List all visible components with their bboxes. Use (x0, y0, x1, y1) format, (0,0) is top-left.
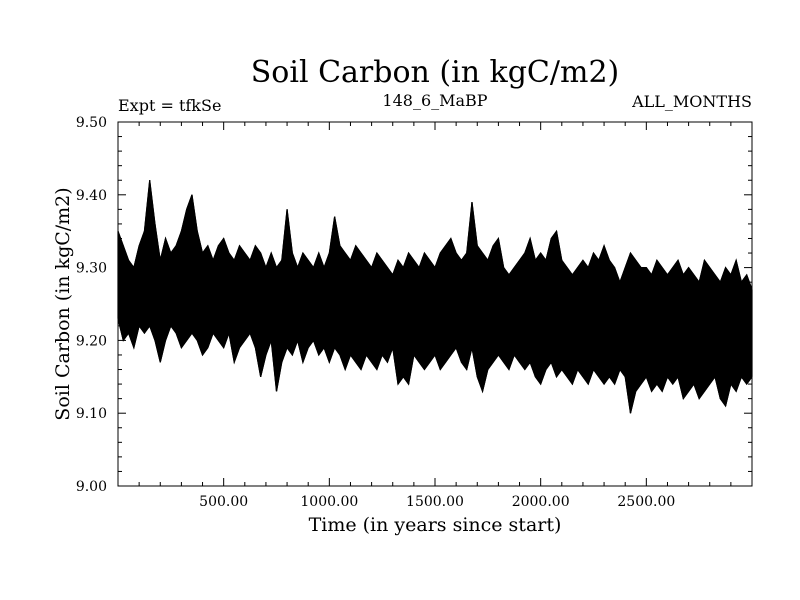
y-tick-label: 9.10 (76, 406, 107, 422)
series-lower-edge (117, 318, 753, 414)
experiment-label: Expt = tfkSe (118, 96, 221, 115)
x-tick-label: 2000.00 (512, 494, 570, 510)
y-axis-label: Soil Carbon (in kgC/m2) (52, 187, 74, 420)
x-axis-label: Time (in years since start) (309, 514, 562, 536)
y-tick-label: 9.30 (76, 261, 107, 277)
series-layer (117, 180, 753, 414)
y-tick-label: 9.20 (76, 333, 107, 349)
y-axis-tick-labels: 9.00 9.10 9.20 9.30 9.40 9.50 (76, 115, 107, 495)
months-label: ALL_MONTHS (631, 92, 752, 111)
series-upper-edge (117, 180, 753, 290)
chart-title: Soil Carbon (in kgC/m2) (251, 55, 619, 90)
x-tick-label: 500.00 (199, 494, 248, 510)
x-axis-tick-labels: 500.00 1000.00 1500.00 2000.00 2500.00 (199, 494, 675, 510)
y-tick-label: 9.00 (76, 479, 107, 495)
x-tick-label: 1500.00 (406, 494, 464, 510)
x-tick-label: 2500.00 (617, 494, 675, 510)
period-label: 148_6_MaBP (382, 91, 487, 110)
x-tick-label: 1000.00 (300, 494, 358, 510)
y-tick-label: 9.40 (76, 188, 107, 204)
y-tick-label: 9.50 (76, 115, 107, 131)
x-axis-ticks (138, 122, 732, 486)
